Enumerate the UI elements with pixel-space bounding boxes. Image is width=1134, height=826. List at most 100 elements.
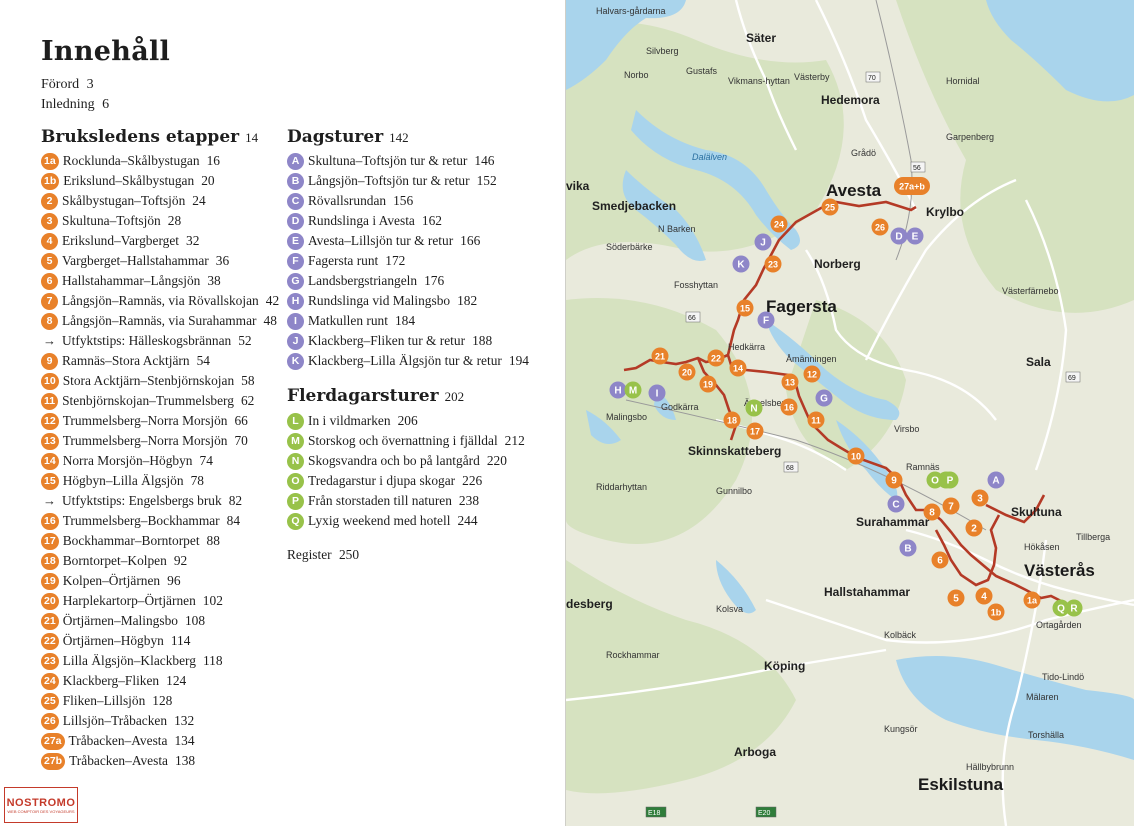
section-title-multi-day[interactable]: Flerdagarsturer 202: [287, 386, 464, 406]
toc-entry[interactable]: G Landsbergstriangeln 176: [287, 271, 529, 291]
day-tour-marker[interactable]: H: [609, 381, 627, 399]
stage-marker[interactable]: 9: [885, 471, 903, 489]
multi-day-marker[interactable]: N: [745, 399, 763, 417]
multi-day-marker[interactable]: M: [624, 381, 642, 399]
stage-marker[interactable]: 8: [923, 503, 941, 521]
stage-marker[interactable]: 13: [781, 373, 799, 391]
stage-marker[interactable]: 24: [770, 215, 788, 233]
multi-day-marker[interactable]: P: [941, 471, 959, 489]
toc-entry[interactable]: 15 Högbyn–Lilla Älgsjön 78: [41, 471, 279, 491]
day-tour-marker[interactable]: G: [815, 389, 833, 407]
stage-marker[interactable]: 17: [746, 422, 764, 440]
toc-entry[interactable]: 26 Lillsjön–Tråbacken 132: [41, 711, 279, 731]
stage-marker[interactable]: 1b: [987, 603, 1005, 621]
toc-entry[interactable]: 17 Bockhammar–Borntorpet 88: [41, 531, 279, 551]
toc-entry[interactable]: 4 Erikslund–Vargberget 32: [41, 231, 279, 251]
toc-entry[interactable]: Q Lyxig weekend med hotell 244: [287, 511, 525, 531]
toc-entry[interactable]: 5 Vargberget–Hallstahammar 36: [41, 251, 279, 271]
toc-entry[interactable]: 14 Norra Morsjön–Högbyn 74: [41, 451, 279, 471]
toc-entry[interactable]: 18 Borntorpet–Kolpen 92: [41, 551, 279, 571]
stage-marker[interactable]: 14: [729, 359, 747, 377]
stage-marker[interactable]: 5: [947, 589, 965, 607]
front-matter-introduction[interactable]: Inledning 6: [41, 97, 109, 113]
multi-day-marker[interactable]: O: [926, 471, 944, 489]
multi-day-marker[interactable]: R: [1065, 599, 1083, 617]
toc-entry[interactable]: L In i vildmarken 206: [287, 411, 525, 431]
stage-marker[interactable]: 1a: [1023, 591, 1041, 609]
toc-entry[interactable]: 3 Skultuna–Toftsjön 28: [41, 211, 279, 231]
stage-marker[interactable]: 11: [807, 411, 825, 429]
toc-entry[interactable]: 10 Stora Acktjärn–Stenbjörnskojan 58: [41, 371, 279, 391]
toc-entry[interactable]: 24 Klackberg–Fliken 124: [41, 671, 279, 691]
toc-entry[interactable]: 7 Långsjön–Ramnäs, via Rövallskojan 42: [41, 291, 279, 311]
toc-entry[interactable]: O Tredagarstur i djupa skogar 226: [287, 471, 525, 491]
multi-day-marker[interactable]: Q: [1052, 599, 1070, 617]
toc-entry[interactable]: K Klackberg–Lilla Älgsjön tur & retur 194: [287, 351, 529, 371]
section-title-stages[interactable]: Bruksledens etapper 14: [41, 127, 258, 147]
toc-entry[interactable]: 19 Kolpen–Örtjärnen 96: [41, 571, 279, 591]
stage-marker[interactable]: 21: [651, 347, 669, 365]
stage-marker[interactable]: 20: [678, 363, 696, 381]
toc-entry[interactable]: 8 Långsjön–Ramnäs, via Surahammar 48: [41, 311, 279, 331]
toc-entry[interactable]: D Rundslinga i Avesta 162: [287, 211, 529, 231]
toc-entry[interactable]: 22 Örtjärnen–Högbyn 114: [41, 631, 279, 651]
toc-entry[interactable]: 25 Fliken–Lillsjön 128: [41, 691, 279, 711]
toc-entry[interactable]: C Rövallsrundan 156: [287, 191, 529, 211]
day-tour-marker[interactable]: I: [648, 384, 666, 402]
toc-entry[interactable]: 27a Tråbacken–Avesta 134: [41, 731, 279, 751]
toc-entry[interactable]: 13 Trummelsberg–Norra Morsjön 70: [41, 431, 279, 451]
stage-marker[interactable]: 6: [931, 551, 949, 569]
stage-marker[interactable]: 7: [942, 497, 960, 515]
toc-entry[interactable]: 16 Trummelsberg–Bockhammar 84: [41, 511, 279, 531]
toc-entry[interactable]: 20 Harplekartorp–Örtjärnen 102: [41, 591, 279, 611]
toc-entry[interactable]: F Fagersta runt 172: [287, 251, 529, 271]
toc-entry[interactable]: I Matkullen runt 184: [287, 311, 529, 331]
day-tour-marker[interactable]: A: [987, 471, 1005, 489]
toc-entry[interactable]: 11 Stenbjörnskojan–Trummelsberg 62: [41, 391, 279, 411]
toc-entry[interactable]: 6 Hallstahammar–Långsjön 38: [41, 271, 279, 291]
toc-entry[interactable]: → Utfyktstips: Hälleskogsbrännan 52: [41, 331, 279, 351]
toc-entry[interactable]: P Från storstaden till naturen 238: [287, 491, 525, 511]
toc-entry[interactable]: B Långsjön–Toftsjön tur & retur 152: [287, 171, 529, 191]
stage-marker[interactable]: 22: [707, 349, 725, 367]
day-tour-marker[interactable]: J: [754, 233, 772, 251]
stage-marker[interactable]: 2: [965, 519, 983, 537]
toc-entry[interactable]: → Utfyktstips: Engelsbergs bruk 82: [41, 491, 279, 511]
stage-marker[interactable]: 3: [971, 489, 989, 507]
toc-entry[interactable]: 23 Lilla Älgsjön–Klackberg 118: [41, 651, 279, 671]
toc-entry[interactable]: J Klackberg–Fliken tur & retur 188: [287, 331, 529, 351]
toc-entry[interactable]: E Avesta–Lillsjön tur & retur 166: [287, 231, 529, 251]
stage-marker[interactable]: 19: [699, 375, 717, 393]
toc-entry[interactable]: 1b Erikslund–Skålbystugan 20: [41, 171, 279, 191]
toc-entry[interactable]: N Skogsvandra och bo på lantgård 220: [287, 451, 525, 471]
stage-marker[interactable]: 4: [975, 587, 993, 605]
register-entry[interactable]: Register 250: [287, 547, 359, 563]
toc-entry[interactable]: 12 Trummelsberg–Norra Morsjön 66: [41, 411, 279, 431]
stage-marker[interactable]: 10: [847, 447, 865, 465]
section-title-day-tours[interactable]: Dagsturer 142: [287, 127, 409, 147]
stage-marker[interactable]: 26: [871, 218, 889, 236]
stage-marker[interactable]: 27a+b: [894, 177, 930, 195]
toc-entry[interactable]: A Skultuna–Toftsjön tur & retur 146: [287, 151, 529, 171]
day-tour-marker[interactable]: B: [899, 539, 917, 557]
stage-marker[interactable]: 25: [821, 198, 839, 216]
day-tour-marker[interactable]: K: [732, 255, 750, 273]
stage-marker[interactable]: 18: [723, 411, 741, 429]
toc-entry[interactable]: M Storskog och övernattning i fjälldal 212: [287, 431, 525, 451]
day-tour-marker[interactable]: C: [887, 495, 905, 513]
stage-marker[interactable]: 16: [780, 398, 798, 416]
toc-entry[interactable]: 1a Rocklunda–Skålbystugan 16: [41, 151, 279, 171]
day-tour-marker[interactable]: E: [906, 227, 924, 245]
toc-entry[interactable]: 2 Skålbystugan–Toftsjön 24: [41, 191, 279, 211]
day-tour-marker[interactable]: F: [757, 311, 775, 329]
toc-entry[interactable]: H Rundslinga vid Malingsbo 182: [287, 291, 529, 311]
stage-marker[interactable]: 15: [736, 299, 754, 317]
toc-entry[interactable]: 9 Ramnäs–Stora Acktjärn 54: [41, 351, 279, 371]
stage-marker[interactable]: 23: [764, 255, 782, 273]
toc-entry[interactable]: 21 Örtjärnen–Malingsbo 108: [41, 611, 279, 631]
toc-entry[interactable]: 27b Tråbacken–Avesta 138: [41, 751, 279, 771]
front-matter-foreword[interactable]: Förord 3: [41, 77, 94, 93]
stage-marker[interactable]: 12: [803, 365, 821, 383]
day-tour-marker[interactable]: D: [890, 227, 908, 245]
